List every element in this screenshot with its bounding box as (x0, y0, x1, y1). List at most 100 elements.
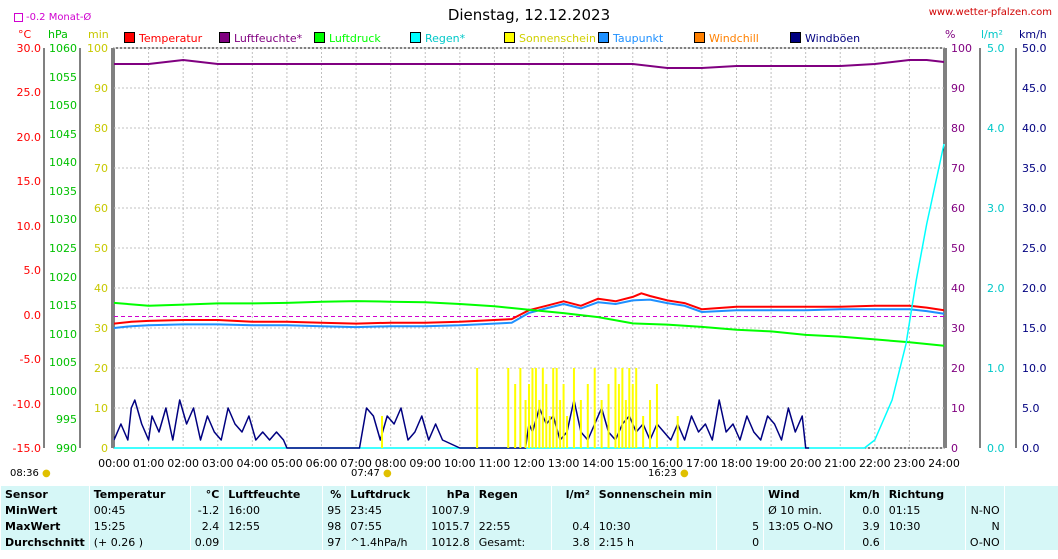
wind-tick-label: 25.0 (1022, 242, 1047, 255)
sunshine-bar (531, 368, 534, 448)
sunshine-bar (655, 384, 658, 448)
temp-tick-label: -15.0 (12, 442, 41, 455)
sunshine-bar (624, 400, 627, 448)
x-tick-label: 07:00 (340, 457, 372, 470)
sunshine-bar (572, 368, 575, 448)
stats-direction-time (883, 534, 966, 550)
stats-direction-time: 01:15 (883, 502, 966, 518)
sunset-label: 16:23 ● (648, 468, 689, 479)
temp-tick-label: 0.0 (23, 308, 42, 322)
unit-wind: km/h (1019, 28, 1047, 41)
sunshine-bar (617, 384, 620, 448)
legend-swatch (694, 32, 705, 43)
legend-label: Sonnenschein (519, 32, 596, 45)
x-tick-label: 23:00 (893, 457, 926, 470)
humidity-tick-label: 20 (951, 362, 965, 375)
stats-spacer (1003, 534, 1058, 550)
legend-item-5: Taupunkt (598, 32, 663, 45)
x-tick-label: 11:00 (478, 457, 511, 470)
sunshine-bar (649, 400, 652, 448)
stats-humidity-time (223, 534, 323, 550)
wind-tick-label: 10.0 (1022, 362, 1047, 375)
sunshine-bar (621, 368, 624, 448)
sunshine-bar (514, 384, 517, 448)
stats-temp-value: 0.09 (189, 534, 224, 550)
stats-row: MinWert 00:45 -1.2 16:00 95 23:45 1007.9 Ø 10 m… (0, 502, 1058, 518)
temp-tick-label: 15.0 (16, 175, 42, 189)
stats-humidity-time: 16:00 (223, 502, 323, 518)
weather-chart (43, 47, 1017, 449)
sunshine-bar (628, 368, 631, 448)
sunshine-bar (528, 384, 530, 448)
x-tick-label: 13:00 (547, 457, 580, 470)
x-tick-label: 09:00 (409, 457, 442, 470)
sunshine-bar (519, 368, 522, 448)
legend-item-7: Windböen (790, 32, 860, 45)
x-tick-label: 01:00 (132, 457, 165, 470)
legend-swatch (219, 32, 230, 43)
pressure-tick-label: 1030 (49, 213, 77, 227)
stats-table: Sensor Temperatur °C Luftfeuchte % Luftd… (0, 486, 1058, 550)
x-tick-label: 05:00 (271, 457, 303, 470)
stats-rain-value (550, 502, 595, 518)
stats-pressure-time: 23:45 (345, 502, 427, 518)
pressure-tick-label: 995 (56, 413, 77, 427)
humidity-tick-label: 30 (951, 322, 965, 335)
chart-legend: Temperatur Luftfeuchte* Luftdruck Regen* Son… (124, 32, 1058, 46)
sun-tick-label: 70 (94, 162, 108, 175)
x-tick-label: 19:00 (755, 457, 787, 470)
sunshine-bar (566, 416, 569, 448)
sun-tick-label: 0 (101, 442, 108, 455)
stats-sun-value: 0 (716, 534, 764, 550)
stats-wind-time: Ø 10 min. (763, 502, 845, 518)
legend-item-4: Sonnenschein (504, 32, 596, 45)
stats-pressure-time: ^1.4hPa/h (345, 534, 427, 550)
humidity-tick-label: 50 (951, 242, 965, 255)
sunshine-bar (538, 400, 541, 448)
temp-tick-label: 10.0 (16, 219, 42, 233)
stats-humidity-value: 97 (322, 534, 346, 550)
stats-rain-time: Gesamt: (473, 534, 552, 550)
stats-row-label: Durchschnitt (0, 534, 90, 550)
dawn-label: 08:36 ● (10, 468, 51, 479)
temp-tick-label: -10.0 (12, 397, 41, 411)
humidity-tick-label: 60 (951, 202, 965, 215)
dawn-icon: ● (42, 468, 51, 479)
temp-tick-label: 20.0 (16, 130, 42, 144)
stats-pressure-time: 07:55 (345, 518, 427, 534)
site-link[interactable]: www.wetter-pfalzen.com (928, 7, 1052, 18)
unit-temp: °C (18, 28, 32, 41)
stats-header-humidity: Luftfeuchte (223, 486, 323, 502)
sunset-icon: ● (680, 468, 689, 479)
series-regen (114, 143, 945, 449)
sun-tick-label: 20 (94, 362, 108, 375)
legend-swatch (598, 32, 609, 43)
stats-direction-time: 10:30 (883, 518, 966, 534)
stats-header-sensor: Sensor (0, 486, 90, 502)
dawn-time: 08:36 (10, 468, 39, 479)
stats-direction-value: O-NO (964, 534, 1005, 550)
stats-spacer (1003, 502, 1058, 518)
legend-label: Regen* (425, 32, 466, 45)
sunshine-bar (507, 368, 510, 448)
rain-tick-label: 2.0 (987, 282, 1005, 295)
pressure-tick-label: 1010 (49, 327, 77, 341)
wind-tick-label: 5.0 (1022, 402, 1040, 415)
chart-title: Dienstag, 12.12.2023 (447, 6, 611, 24)
legend-label: Temperatur (139, 32, 203, 45)
humidity-tick-label: 70 (951, 162, 965, 175)
pressure-tick-label: 990 (56, 442, 77, 455)
sunshine-bar (562, 384, 565, 448)
series-temperatur (113, 292, 945, 325)
sunshine-bar (541, 368, 544, 448)
legend-swatch (790, 32, 801, 43)
x-tick-label: 02:00 (167, 457, 200, 470)
pressure-tick-label: 1015 (49, 299, 77, 313)
stats-header-temp-unit: °C (189, 486, 224, 502)
sunrise-icon: ● (383, 468, 392, 479)
wind-tick-label: 45.0 (1022, 82, 1047, 95)
humidity-tick-label: 100 (951, 42, 972, 55)
unit-rain: l/m² (981, 28, 1003, 41)
x-tick-label: 20:00 (789, 457, 822, 470)
stats-sun-time (593, 502, 717, 518)
